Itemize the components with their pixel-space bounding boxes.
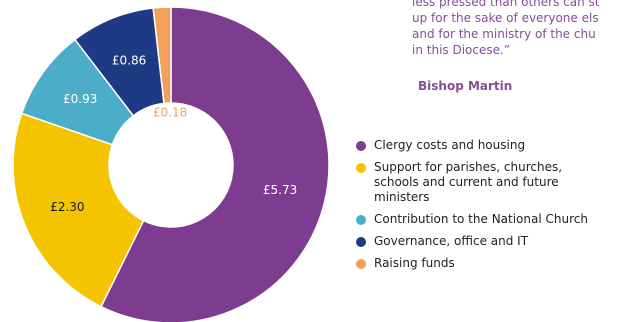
legend-swatch bbox=[356, 163, 366, 173]
legend-item: Support for parishes, churches, schools … bbox=[356, 160, 606, 205]
data-label: £0.18 bbox=[153, 106, 187, 120]
legend-swatch bbox=[356, 141, 366, 151]
legend-item: Clergy costs and housing bbox=[356, 138, 606, 153]
legend-swatch bbox=[356, 215, 366, 225]
legend-swatch bbox=[356, 237, 366, 247]
donut-segment bbox=[152, 6, 172, 105]
quote: less pressed than others can st up for th… bbox=[412, 0, 599, 58]
donut-segment bbox=[100, 6, 330, 322]
legend-item: Contribution to the National Church bbox=[356, 212, 606, 227]
data-label: £5.73 bbox=[263, 183, 297, 197]
legend: Clergy costs and housing Support for pari… bbox=[356, 138, 606, 278]
legend-item: Raising funds bbox=[356, 256, 606, 271]
data-label: £0.86 bbox=[112, 54, 146, 68]
legend-label: Support for parishes, churches, schools … bbox=[374, 160, 563, 204]
donut-segment bbox=[12, 112, 145, 308]
data-label: £2.30 bbox=[50, 200, 84, 214]
quote-line: up for the sake of everyone els bbox=[412, 11, 599, 25]
legend-label: Contribution to the National Church bbox=[374, 212, 588, 226]
quote-line: less pressed than others can st bbox=[412, 0, 600, 9]
data-label: £0.93 bbox=[63, 92, 97, 106]
quote-line: and for the ministry of the chu bbox=[412, 27, 596, 41]
legend-swatch bbox=[356, 259, 366, 269]
legend-label: Governance, office and IT bbox=[374, 234, 529, 248]
legend-item: Governance, office and IT bbox=[356, 234, 606, 249]
legend-label: Clergy costs and housing bbox=[374, 138, 526, 152]
attribution: Bishop Martin bbox=[418, 79, 513, 93]
quote-line: in this Diocese.” bbox=[412, 43, 511, 57]
legend-label: Raising funds bbox=[374, 256, 455, 270]
